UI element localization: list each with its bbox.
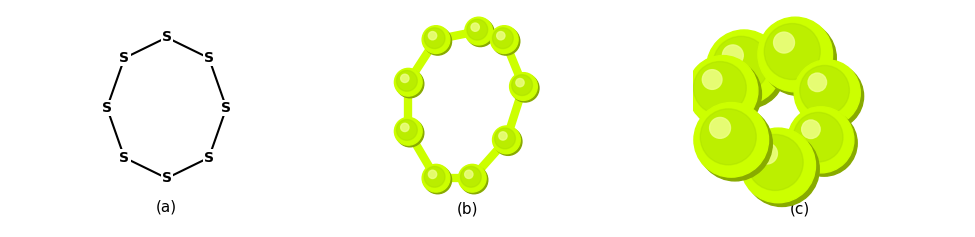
Text: (c): (c) — [790, 202, 809, 217]
Circle shape — [460, 166, 482, 187]
Circle shape — [687, 56, 758, 126]
Circle shape — [761, 21, 837, 96]
Circle shape — [773, 32, 795, 53]
Circle shape — [747, 134, 803, 191]
Circle shape — [424, 166, 445, 187]
Text: S: S — [102, 101, 112, 115]
Circle shape — [467, 19, 488, 40]
Circle shape — [808, 73, 827, 91]
Circle shape — [397, 70, 417, 91]
Circle shape — [691, 59, 761, 129]
Circle shape — [490, 26, 518, 54]
Circle shape — [465, 17, 492, 45]
Circle shape — [499, 132, 507, 140]
Circle shape — [511, 74, 539, 102]
Circle shape — [494, 128, 516, 149]
Circle shape — [798, 63, 864, 129]
Circle shape — [401, 123, 409, 132]
Circle shape — [396, 119, 424, 147]
Circle shape — [395, 68, 422, 96]
Circle shape — [791, 110, 857, 176]
Circle shape — [492, 126, 521, 154]
Circle shape — [428, 170, 437, 178]
Circle shape — [795, 60, 860, 126]
Circle shape — [707, 30, 781, 105]
Circle shape — [710, 117, 730, 138]
Circle shape — [693, 62, 746, 114]
Text: S: S — [204, 150, 214, 165]
Circle shape — [492, 28, 513, 49]
Circle shape — [496, 32, 505, 40]
Circle shape — [801, 120, 820, 138]
Circle shape — [702, 70, 722, 89]
Circle shape — [722, 45, 743, 66]
Circle shape — [460, 166, 488, 194]
Circle shape — [758, 17, 833, 92]
Circle shape — [465, 170, 473, 178]
Circle shape — [466, 19, 494, 47]
Circle shape — [510, 73, 537, 100]
Circle shape — [494, 128, 522, 155]
Circle shape — [424, 166, 451, 194]
Text: (b): (b) — [457, 202, 479, 217]
Circle shape — [788, 107, 854, 173]
Circle shape — [713, 36, 769, 92]
Text: S: S — [119, 51, 130, 65]
Circle shape — [700, 109, 757, 165]
Circle shape — [401, 74, 409, 82]
Circle shape — [711, 34, 785, 108]
Circle shape — [458, 164, 487, 192]
Text: (a): (a) — [156, 200, 177, 214]
Circle shape — [422, 164, 449, 192]
Circle shape — [395, 118, 422, 145]
Circle shape — [741, 128, 815, 203]
Circle shape — [745, 132, 819, 206]
Text: S: S — [204, 51, 214, 65]
Circle shape — [428, 32, 437, 40]
Text: S: S — [221, 101, 231, 115]
Text: S: S — [162, 171, 172, 185]
Circle shape — [492, 27, 520, 55]
Circle shape — [422, 26, 449, 54]
Circle shape — [397, 119, 417, 140]
Circle shape — [698, 106, 772, 181]
Circle shape — [794, 112, 843, 162]
Circle shape — [694, 102, 768, 177]
Circle shape — [757, 143, 777, 164]
Circle shape — [512, 75, 532, 96]
Circle shape — [800, 65, 849, 115]
Circle shape — [424, 27, 451, 55]
Circle shape — [764, 23, 820, 80]
Circle shape — [516, 78, 525, 87]
Text: S: S — [162, 30, 172, 45]
Text: S: S — [119, 150, 130, 165]
Circle shape — [396, 70, 424, 98]
Circle shape — [471, 23, 480, 31]
Circle shape — [424, 28, 445, 49]
